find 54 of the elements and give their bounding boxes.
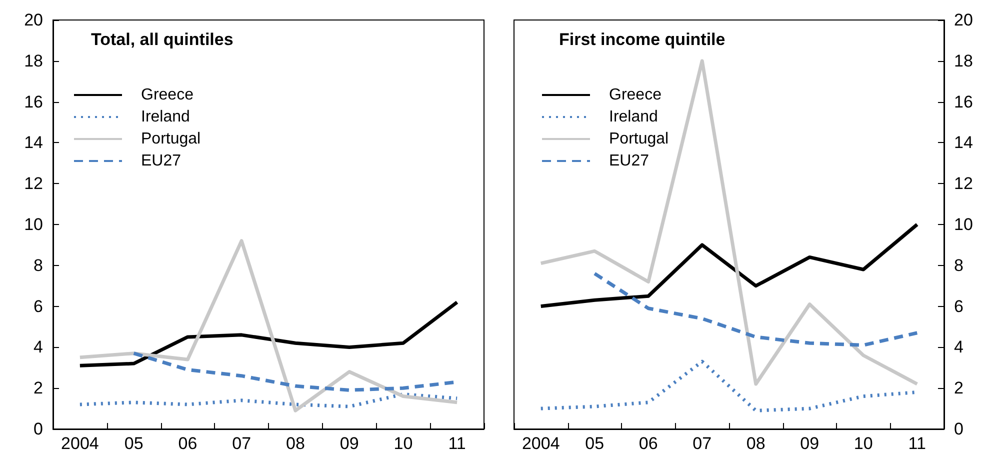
- y2-tick-label: 2: [954, 378, 964, 398]
- x-tick-label: 11: [908, 434, 926, 453]
- y-tick-label: 6: [34, 296, 43, 316]
- y-tick-label: 20: [24, 10, 43, 30]
- y2-tick-label: 8: [954, 256, 964, 275]
- x-tick-label: 09: [340, 434, 359, 453]
- x-tick-label: 05: [124, 434, 144, 453]
- y2-tick-label: 12: [954, 174, 973, 194]
- x-tick-label: 08: [286, 434, 305, 453]
- line-series: [78, 239, 459, 412]
- x-tick-label: 10: [394, 434, 413, 453]
- y2-tick-label: 10: [954, 215, 973, 234]
- legend-label: Greece: [141, 86, 194, 104]
- x-tick-label: 06: [638, 434, 658, 453]
- y-tick-label: 0: [34, 420, 43, 438]
- y2-tick-label: 16: [954, 92, 973, 112]
- text: Total, all quintiles: [91, 30, 234, 49]
- x-tick-label: 11: [448, 434, 466, 453]
- y2-tick-label: 20: [954, 10, 973, 30]
- y-tick-label: 18: [24, 51, 43, 70]
- x-tick-label: 05: [585, 434, 604, 453]
- legend-label: EU27: [141, 152, 182, 170]
- y-tick-label: 10: [24, 215, 43, 234]
- x-tick-label: 07: [232, 434, 252, 453]
- legend-label: Ireland: [141, 108, 190, 126]
- legend-label: Portugal: [141, 130, 201, 148]
- y2-tick-label: 14: [954, 133, 973, 152]
- y-tick-label: 8: [34, 256, 43, 275]
- legend-label: Ireland: [609, 108, 658, 126]
- line-series: [78, 392, 459, 408]
- y-tick-label: 4: [34, 338, 43, 357]
- y2-tick-label: 18: [954, 51, 973, 70]
- x-tick-label: 08: [746, 434, 766, 453]
- x-tick-label: 2004: [522, 434, 560, 453]
- line-series: [539, 222, 919, 308]
- x-tick-label: 09: [800, 434, 820, 453]
- y2-tick-label: 6: [954, 296, 964, 316]
- line-series: [78, 300, 459, 368]
- x-tick-label: 06: [178, 434, 198, 453]
- y-tick-label: 2: [34, 378, 43, 398]
- y-tick-label: 16: [24, 92, 43, 112]
- y2-tick-label: 0: [954, 420, 964, 438]
- x-tick-label: 2004: [61, 434, 99, 453]
- y-tick-label: 14: [24, 133, 43, 152]
- legend-label: Greece: [609, 86, 662, 104]
- y-tick-label: 12: [24, 174, 43, 194]
- line-series: [539, 59, 919, 386]
- text: First income quintile: [559, 30, 726, 49]
- x-tick-label: 10: [854, 434, 873, 453]
- y2-tick-label: 4: [954, 338, 964, 357]
- legend-label: EU27: [609, 152, 650, 170]
- x-tick-label: 07: [692, 434, 712, 453]
- line-series: [592, 272, 919, 347]
- legend-label: Portugal: [609, 130, 669, 148]
